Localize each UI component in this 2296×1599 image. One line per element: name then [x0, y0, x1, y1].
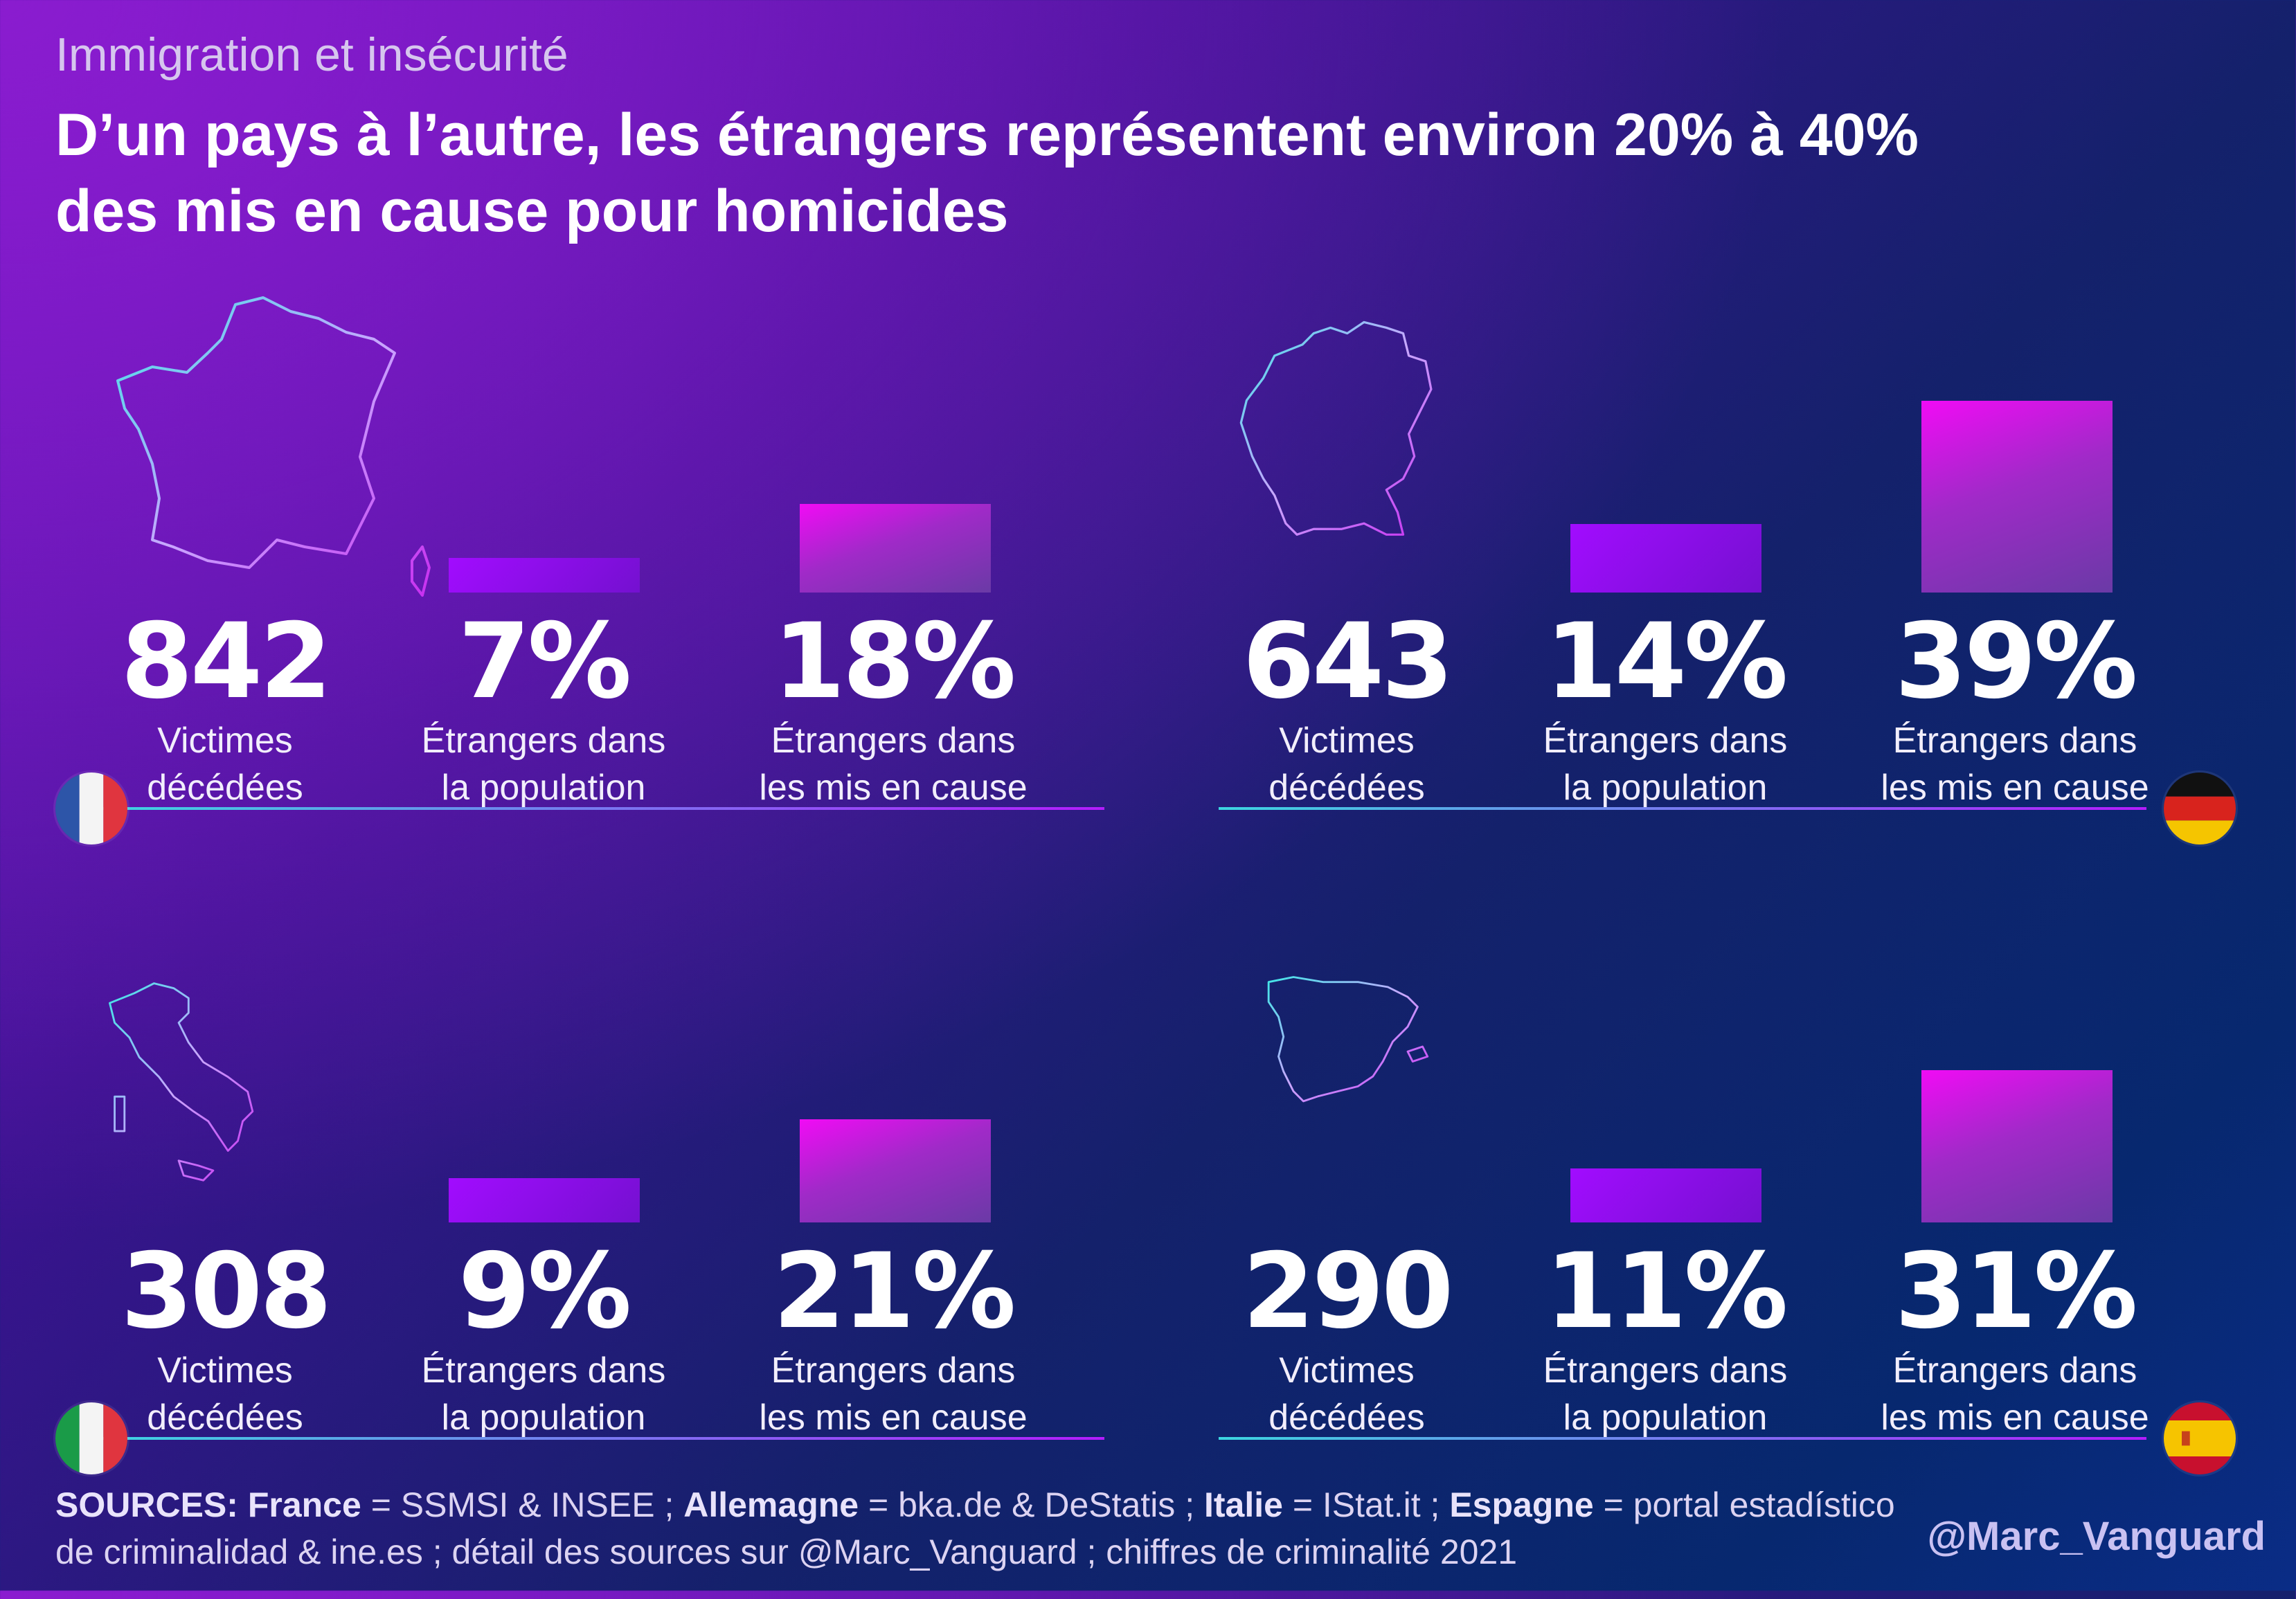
bar-mis-en-cause — [800, 1119, 991, 1222]
bar-population — [449, 558, 640, 593]
panel-germany: 643 Victimes décédées 14% Étrangers dans la p… — [1122, 277, 2236, 969]
stat-label-line-1: Victimes — [1279, 1350, 1415, 1391]
stat-label-line-2: les mis en cause — [759, 768, 1028, 808]
title-line-2: des mis en cause pour homicides — [55, 178, 1009, 244]
stat-population-share: 7% Étrangers dans la population — [398, 606, 689, 811]
espagne-map-outline — [1267, 976, 1429, 1103]
source-italy: = IStat.it ; — [1282, 1485, 1450, 1524]
stat-victims: 290 Victimes décédées — [1201, 1236, 1492, 1441]
sources-note: SOURCES: France = SSMSI & INSEE ; Allema… — [55, 1481, 1925, 1575]
stat-value: 643 — [1242, 602, 1453, 722]
map-path — [109, 982, 254, 1182]
stat-mis-en-cause-share: 21% Étrangers dans les mis en cause — [748, 1236, 1039, 1441]
map-path — [1239, 320, 1433, 536]
stat-label-line-1: Étrangers dans — [1892, 1350, 2137, 1391]
stat-label-line-2: les mis en cause — [1881, 768, 2149, 808]
stat-label-line-2: décédées — [1268, 768, 1425, 808]
stat-value: 31% — [1894, 1231, 2137, 1352]
stat-value: 9% — [458, 1231, 632, 1352]
supertitle: Immigration et insécurité — [55, 28, 568, 81]
stat-label-line-2: la population — [441, 768, 646, 808]
stat-value: 308 — [120, 1231, 332, 1352]
panel-divider-line — [1219, 1437, 2146, 1440]
source-italy-label: Italie — [1203, 1485, 1283, 1524]
france-flag-icon — [55, 773, 127, 844]
spain-flag-icon — [2164, 1402, 2236, 1474]
panel-france: 842 Victimes décédées 7% Étrangers dans la po… — [0, 277, 1104, 969]
allemagne-map-outline — [1239, 320, 1433, 536]
stat-label-line-2: la population — [1563, 1398, 1768, 1438]
stat-label-line-1: Étrangers dans — [771, 721, 1016, 761]
stat-mis-en-cause-share: 39% Étrangers dans les mis en cause — [1869, 606, 2160, 811]
stat-victims: 643 Victimes décédées — [1201, 606, 1492, 811]
stat-label-line-2: décédées — [1268, 1398, 1425, 1438]
stat-population-share: 11% Étrangers dans la population — [1520, 1236, 1811, 1441]
stat-value: 11% — [1545, 1231, 1788, 1352]
stat-mis-en-cause-share: 18% Étrangers dans les mis en cause — [748, 606, 1039, 811]
stat-label-line-2: les mis en cause — [1881, 1398, 2149, 1438]
stat-value: 39% — [1894, 602, 2137, 722]
panel-divider-line — [1219, 807, 2146, 810]
france-map-outline — [116, 296, 431, 597]
source-france: = SSMSI & INSEE ; — [361, 1485, 684, 1524]
map-path — [116, 296, 431, 597]
stat-population-share: 9% Étrangers dans la population — [398, 1236, 689, 1441]
stat-label-line-2: décédées — [147, 768, 303, 808]
stat-mis-en-cause-share: 31% Étrangers dans les mis en cause — [1869, 1236, 2160, 1441]
stat-label-line-1: Étrangers dans — [1892, 721, 2137, 761]
bar-mis-en-cause — [800, 504, 991, 593]
panel-spain: 290 Victimes décédées 11% Étrangers dans la p… — [1122, 907, 2236, 1599]
bar-population — [1570, 1168, 1761, 1222]
stat-label-line-1: Victimes — [1279, 721, 1415, 761]
map-path — [1267, 976, 1429, 1103]
panel-italy: 308 Victimes décédées 9% Étrangers dans la po… — [0, 907, 1104, 1599]
stat-value: 290 — [1242, 1231, 1453, 1352]
italie-map-outline — [109, 982, 254, 1182]
stat-value: 21% — [773, 1231, 1016, 1352]
stat-population-share: 14% Étrangers dans la population — [1520, 606, 1811, 811]
bar-population — [1570, 523, 1761, 593]
stat-label-line-2: la population — [1563, 768, 1768, 808]
source-france-label: France — [247, 1485, 361, 1524]
source-germany-label: Allemagne — [683, 1485, 859, 1524]
panel-divider-line — [97, 1437, 1104, 1440]
bar-mis-en-cause — [1921, 401, 2113, 593]
stat-label-line-2: la population — [441, 1398, 646, 1438]
source-germany: = bka.de & DeStatis ; — [859, 1485, 1204, 1524]
panel-divider-line — [97, 807, 1104, 810]
stat-label-line-1: Étrangers dans — [421, 721, 666, 761]
stat-value: 7% — [458, 602, 632, 722]
stat-label-line-1: Étrangers dans — [771, 1350, 1016, 1391]
source-spain-label: Espagne — [1449, 1485, 1594, 1524]
stat-victims: 842 Victimes décédées — [80, 606, 370, 811]
stat-label-line-1: Victimes — [157, 1350, 293, 1391]
bar-mis-en-cause — [1921, 1069, 2113, 1222]
sources-label: SOURCES: — [55, 1485, 238, 1524]
page-title: D’un pays à l’autre, les étrangers repré… — [55, 97, 2133, 249]
bar-population — [449, 1178, 640, 1222]
stat-label-line-1: Étrangers dans — [421, 1350, 666, 1391]
stat-label-line-2: décédées — [147, 1398, 303, 1438]
stat-label-line-1: Étrangers dans — [1543, 1350, 1788, 1391]
source-spain: = portal estadístico de criminalidad & i… — [55, 1485, 1895, 1571]
title-line-1: D’un pays à l’autre, les étrangers repré… — [55, 102, 1919, 168]
stat-label-line-1: Étrangers dans — [1543, 721, 1788, 761]
stat-label-line-1: Victimes — [157, 721, 293, 761]
italy-flag-icon — [55, 1402, 127, 1474]
stat-value: 842 — [120, 602, 332, 722]
stat-value: 18% — [773, 602, 1016, 722]
stat-victims: 308 Victimes décédées — [80, 1236, 370, 1441]
stat-value: 14% — [1545, 602, 1788, 722]
stat-label-line-2: les mis en cause — [759, 1398, 1028, 1438]
germany-flag-icon — [2164, 773, 2236, 844]
author-handle: @Marc_Vanguard — [1927, 1514, 2266, 1559]
